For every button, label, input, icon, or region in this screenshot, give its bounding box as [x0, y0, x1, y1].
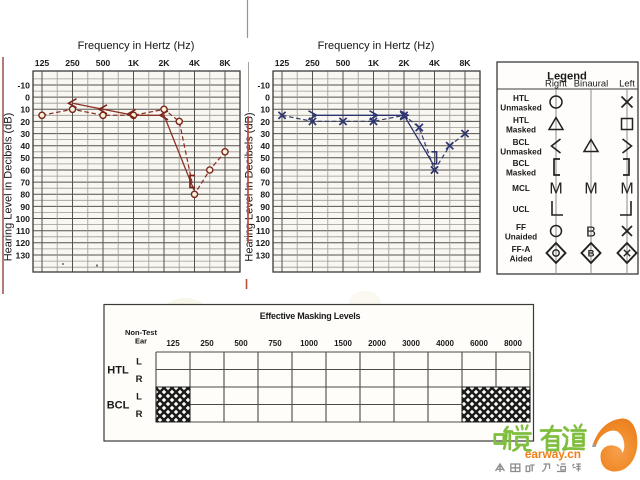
svg-text:Legend: Legend: [547, 71, 587, 83]
svg-text:2000: 2000: [368, 339, 386, 348]
svg-text:120: 120: [256, 238, 271, 248]
svg-text:250: 250: [65, 58, 80, 68]
svg-text:BCL: BCL: [107, 400, 130, 412]
svg-text:110: 110: [16, 226, 30, 236]
svg-text:Unmasked: Unmasked: [500, 104, 541, 113]
svg-text:50: 50: [260, 153, 270, 163]
svg-text:M: M: [620, 181, 633, 198]
svg-text:70: 70: [260, 178, 270, 188]
svg-text:80: 80: [20, 190, 30, 200]
svg-text:125: 125: [35, 58, 50, 68]
svg-text:125: 125: [166, 339, 180, 348]
svg-text:HTL: HTL: [513, 116, 529, 125]
svg-text:120: 120: [16, 238, 31, 248]
svg-text:R: R: [136, 409, 143, 420]
svg-text:Effective Masking Levels: Effective Masking Levels: [260, 311, 361, 321]
svg-text:Aided: Aided: [510, 255, 533, 264]
svg-text:90: 90: [260, 202, 270, 212]
svg-text:8K: 8K: [459, 58, 471, 68]
svg-text:8K: 8K: [219, 58, 231, 68]
svg-text:Left: Left: [619, 78, 635, 89]
svg-text:80: 80: [260, 190, 270, 200]
svg-text:Binaural: Binaural: [574, 78, 608, 89]
svg-text:100: 100: [16, 214, 31, 224]
svg-text:1500: 1500: [334, 339, 352, 348]
svg-text:L: L: [136, 392, 142, 403]
svg-text:HTL: HTL: [107, 365, 129, 377]
svg-text:4000: 4000: [436, 339, 454, 348]
svg-text:M: M: [584, 181, 597, 198]
svg-text:-10: -10: [17, 80, 30, 90]
svg-text:BCL: BCL: [513, 138, 530, 147]
svg-text:750: 750: [268, 339, 282, 348]
svg-text:10: 10: [260, 105, 270, 115]
svg-text:Right: Right: [545, 78, 567, 89]
svg-text:6000: 6000: [470, 339, 488, 348]
svg-text:4K: 4K: [189, 58, 201, 68]
svg-text:8000: 8000: [504, 339, 522, 348]
svg-text:Hearing Level in Decibels (dB): Hearing Level in Decibels (dB): [3, 113, 15, 262]
svg-text:4K: 4K: [429, 58, 441, 68]
svg-text:100: 100: [256, 214, 271, 224]
svg-text:FF-A: FF-A: [512, 245, 531, 254]
svg-text:R: R: [136, 374, 143, 385]
svg-text:110: 110: [256, 226, 270, 236]
svg-text:FF: FF: [516, 223, 526, 232]
svg-text:2K: 2K: [158, 58, 170, 68]
svg-text:Ear: Ear: [135, 337, 147, 346]
svg-text:2K: 2K: [398, 58, 410, 68]
svg-text:0: 0: [25, 93, 30, 103]
svg-text:L: L: [136, 357, 142, 368]
svg-text:M: M: [549, 181, 562, 198]
svg-text:3000: 3000: [402, 339, 420, 348]
svg-text:B: B: [586, 224, 596, 241]
svg-text:500: 500: [336, 58, 351, 68]
svg-text:Frequency in Hertz (Hz): Frequency in Hertz (Hz): [318, 40, 435, 52]
svg-text:MCL: MCL: [512, 184, 530, 193]
svg-text:125: 125: [275, 58, 290, 68]
svg-text:1K: 1K: [368, 58, 380, 68]
svg-text:Hearing Level In Decibels (dB): Hearing Level In Decibels (dB): [244, 112, 256, 261]
svg-text:50: 50: [20, 153, 30, 163]
svg-text:20: 20: [20, 117, 30, 127]
svg-text:1000: 1000: [300, 339, 318, 348]
svg-text:10: 10: [20, 105, 30, 115]
svg-text:Frequency in Hertz (Hz): Frequency in Hertz (Hz): [78, 40, 195, 52]
svg-text:0: 0: [265, 93, 270, 103]
svg-text:40: 40: [260, 141, 270, 151]
svg-text:Unaided: Unaided: [505, 233, 537, 242]
svg-text:earway.cn: earway.cn: [525, 447, 581, 461]
svg-text:-10: -10: [257, 80, 270, 90]
svg-text:500: 500: [234, 339, 248, 348]
svg-text:40: 40: [20, 141, 30, 151]
svg-text:130: 130: [16, 250, 31, 260]
svg-text:130: 130: [256, 250, 271, 260]
svg-text:20: 20: [260, 117, 270, 127]
svg-text:UCL: UCL: [513, 205, 530, 214]
svg-text:Masked: Masked: [506, 169, 536, 178]
svg-text:70: 70: [20, 178, 30, 188]
svg-text:60: 60: [20, 165, 30, 175]
svg-text:B: B: [588, 249, 595, 260]
svg-text:HTL: HTL: [513, 94, 529, 103]
svg-text:BCL: BCL: [513, 159, 530, 168]
svg-text:90: 90: [20, 202, 30, 212]
svg-text:Masked: Masked: [506, 126, 536, 135]
svg-text:Unmasked: Unmasked: [500, 148, 541, 157]
svg-text:1K: 1K: [128, 58, 140, 68]
svg-text:250: 250: [200, 339, 214, 348]
svg-text:Non-Test: Non-Test: [125, 328, 157, 337]
svg-text:250: 250: [305, 58, 320, 68]
svg-text:500: 500: [96, 58, 111, 68]
svg-text:60: 60: [260, 165, 270, 175]
svg-text:30: 30: [20, 129, 30, 139]
svg-text:30: 30: [260, 129, 270, 139]
